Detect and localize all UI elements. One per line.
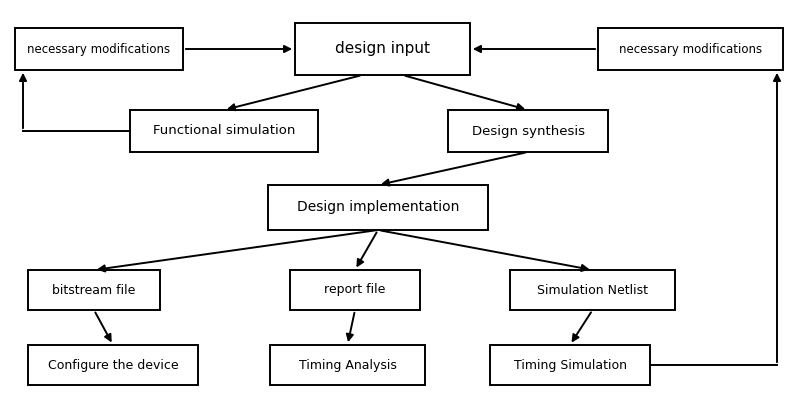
Text: Simulation Netlist: Simulation Netlist xyxy=(537,284,648,296)
Bar xyxy=(598,28,783,70)
Text: Design implementation: Design implementation xyxy=(297,200,459,214)
Bar xyxy=(268,185,488,230)
Bar xyxy=(130,110,318,152)
Bar xyxy=(490,345,650,385)
Text: bitstream file: bitstream file xyxy=(52,284,136,296)
Text: report file: report file xyxy=(324,284,386,296)
Bar xyxy=(28,345,198,385)
Text: design input: design input xyxy=(335,42,430,56)
Text: Design synthesis: Design synthesis xyxy=(471,124,585,138)
Text: Timing Analysis: Timing Analysis xyxy=(298,358,397,372)
Bar xyxy=(510,270,675,310)
Bar xyxy=(28,270,160,310)
Text: necessary modifications: necessary modifications xyxy=(619,42,762,56)
Bar xyxy=(448,110,608,152)
Text: Configure the device: Configure the device xyxy=(48,358,178,372)
Bar xyxy=(15,28,183,70)
Text: Functional simulation: Functional simulation xyxy=(153,124,295,138)
Text: necessary modifications: necessary modifications xyxy=(27,42,170,56)
Bar xyxy=(295,23,470,75)
Text: Timing Simulation: Timing Simulation xyxy=(514,358,626,372)
Bar xyxy=(290,270,420,310)
Bar xyxy=(270,345,425,385)
